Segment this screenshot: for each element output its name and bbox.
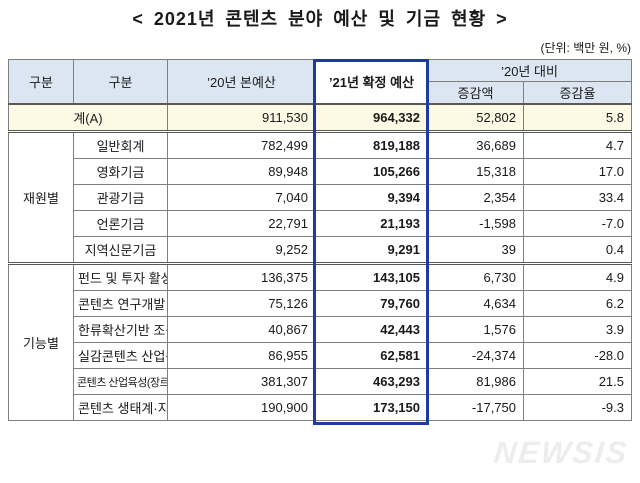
table-row: 콘텐츠 생태계·지역 등 190,900 173,150 -17,750 -9.…: [9, 394, 632, 421]
cell-b21: 463,293: [315, 368, 428, 395]
cell-label: 언론기금: [73, 210, 168, 237]
cell-b21: 173,150: [315, 394, 428, 421]
row-group-label-source: 재원별: [8, 130, 74, 264]
cell-rate: -7.0: [523, 210, 632, 237]
cell-diff: -24,374: [427, 342, 524, 369]
header-row-1: 구분 구분 ’20년 본예산 ’21년 확정 예산 ’20년 대비: [8, 59, 632, 105]
cell-b20: 782,499: [167, 130, 316, 159]
cell-total-label: 계(A): [8, 103, 168, 132]
cell-diff: 1,576: [427, 316, 524, 343]
cell-b20: 40,867: [167, 316, 316, 343]
unit-note: (단위: 백만 원, %): [540, 41, 631, 55]
cell-b20: 86,955: [167, 342, 316, 369]
header-group-col: 구분: [8, 59, 74, 105]
cell-b20: 9,252: [167, 236, 316, 264]
table-row: 콘텐츠 산업육성(장르별) 381,307 463,293 81,986 21.…: [9, 368, 632, 395]
header-budget-2020: ’20년 본예산: [167, 59, 316, 105]
cell-b20: 190,900: [167, 394, 316, 421]
cell-rate: 21.5: [523, 368, 632, 395]
table-row: 기능별 펀드 및 투자 활성화 136,375 143,105 6,730 4.…: [8, 262, 632, 421]
cell-diff: -17,750: [427, 394, 524, 421]
cell-label: 지역신문기금: [73, 236, 168, 264]
cell-b20: 911,530: [167, 103, 316, 132]
table-row: 한류확산기반 조성 40,867 42,443 1,576 3.9: [9, 316, 632, 343]
cell-label: 일반회계: [73, 130, 168, 159]
cell-diff: 36,689: [427, 130, 524, 159]
table-row: 콘텐츠 연구개발 75,126 79,760 4,634 6.2: [9, 290, 632, 317]
cell-label: 영화기금: [73, 158, 168, 185]
header-change-amount: 증감액: [427, 81, 524, 105]
cell-diff: 6,730: [427, 262, 524, 291]
cell-b21: 143,105: [315, 262, 428, 291]
cell-diff: 15,318: [427, 158, 524, 185]
budget-table: 구분 구분 ’20년 본예산 ’21년 확정 예산 ’20년 대비 증감액 증감…: [8, 59, 632, 421]
row-group-label-function: 기능별: [8, 262, 74, 421]
cell-diff: -1,598: [427, 210, 524, 237]
cell-b20: 136,375: [167, 262, 316, 291]
cell-rate: 0.4: [523, 236, 632, 264]
header-vs-2020: ’20년 대비: [427, 59, 632, 82]
cell-label: 관광기금: [73, 184, 168, 211]
cell-label: 콘텐츠 연구개발: [73, 290, 168, 317]
cell-rate: -28.0: [523, 342, 632, 369]
cell-diff: 39: [427, 236, 524, 264]
cell-rate: 4.7: [523, 130, 632, 159]
cell-rate: 3.9: [523, 316, 632, 343]
cell-rate: 4.9: [523, 262, 632, 291]
cell-rate: 33.4: [523, 184, 632, 211]
table-row: 재원별 일반회계 782,499 819,188 36,689 4.7: [8, 130, 632, 264]
cell-diff: 52,802: [427, 103, 524, 132]
cell-label: 한류확산기반 조성: [73, 316, 168, 343]
cell-rate: 17.0: [523, 158, 632, 185]
cell-b20: 22,791: [167, 210, 316, 237]
cell-label: 펀드 및 투자 활성화: [73, 262, 168, 291]
header-item-col: 구분: [73, 59, 168, 105]
cell-b20: 75,126: [167, 290, 316, 317]
table-row: 영화기금 89,948 105,266 15,318 17.0: [9, 158, 632, 185]
cell-b21: 819,188: [315, 130, 428, 159]
cell-rate: -9.3: [523, 394, 632, 421]
table-row: 관광기금 7,040 9,394 2,354 33.4: [9, 184, 632, 211]
cell-label: 실감콘텐츠 산업육성: [73, 342, 168, 369]
cell-b21: 62,581: [315, 342, 428, 369]
cell-diff: 4,634: [427, 290, 524, 317]
table-row: 언론기금 22,791 21,193 -1,598 -7.0: [9, 210, 632, 237]
header-row-2: 증감액 증감율: [9, 81, 632, 105]
cell-b20: 89,948: [167, 158, 316, 185]
cell-b21: 9,394: [315, 184, 428, 211]
cell-b21: 9,291: [315, 236, 428, 264]
cell-b21: 79,760: [315, 290, 428, 317]
cell-label: 콘텐츠 생태계·지역 등: [73, 394, 168, 421]
table-wrap: 구분 구분 ’20년 본예산 ’21년 확정 예산 ’20년 대비 증감액 증감…: [8, 59, 632, 425]
cell-b21: 21,193: [315, 210, 428, 237]
cell-label: 콘텐츠 산업육성(장르별): [73, 368, 168, 395]
newsis-watermark: NEWSIS: [491, 435, 630, 470]
cell-b21: 42,443: [315, 316, 428, 343]
cell-b21: 105,266: [315, 158, 428, 185]
page-title: < 2021년 콘텐츠 분야 예산 및 기금 현황 >: [132, 9, 508, 29]
table-row: 지역신문기금 9,252 9,291 39 0.4: [9, 236, 632, 264]
cell-rate: 5.8: [523, 103, 632, 132]
cell-b21: 964,332: [315, 103, 428, 132]
cell-diff: 2,354: [427, 184, 524, 211]
cell-diff: 81,986: [427, 368, 524, 395]
cell-b20: 7,040: [167, 184, 316, 211]
cell-b20: 381,307: [167, 368, 316, 395]
table-row: 실감콘텐츠 산업육성 86,955 62,581 -24,374 -28.0: [9, 342, 632, 369]
cell-rate: 6.2: [523, 290, 632, 317]
table-row-total: 계(A) 911,530 964,332 52,802 5.8: [8, 103, 632, 132]
header-budget-2021: ’21년 확정 예산: [315, 59, 428, 105]
header-change-rate: 증감율: [523, 81, 632, 105]
